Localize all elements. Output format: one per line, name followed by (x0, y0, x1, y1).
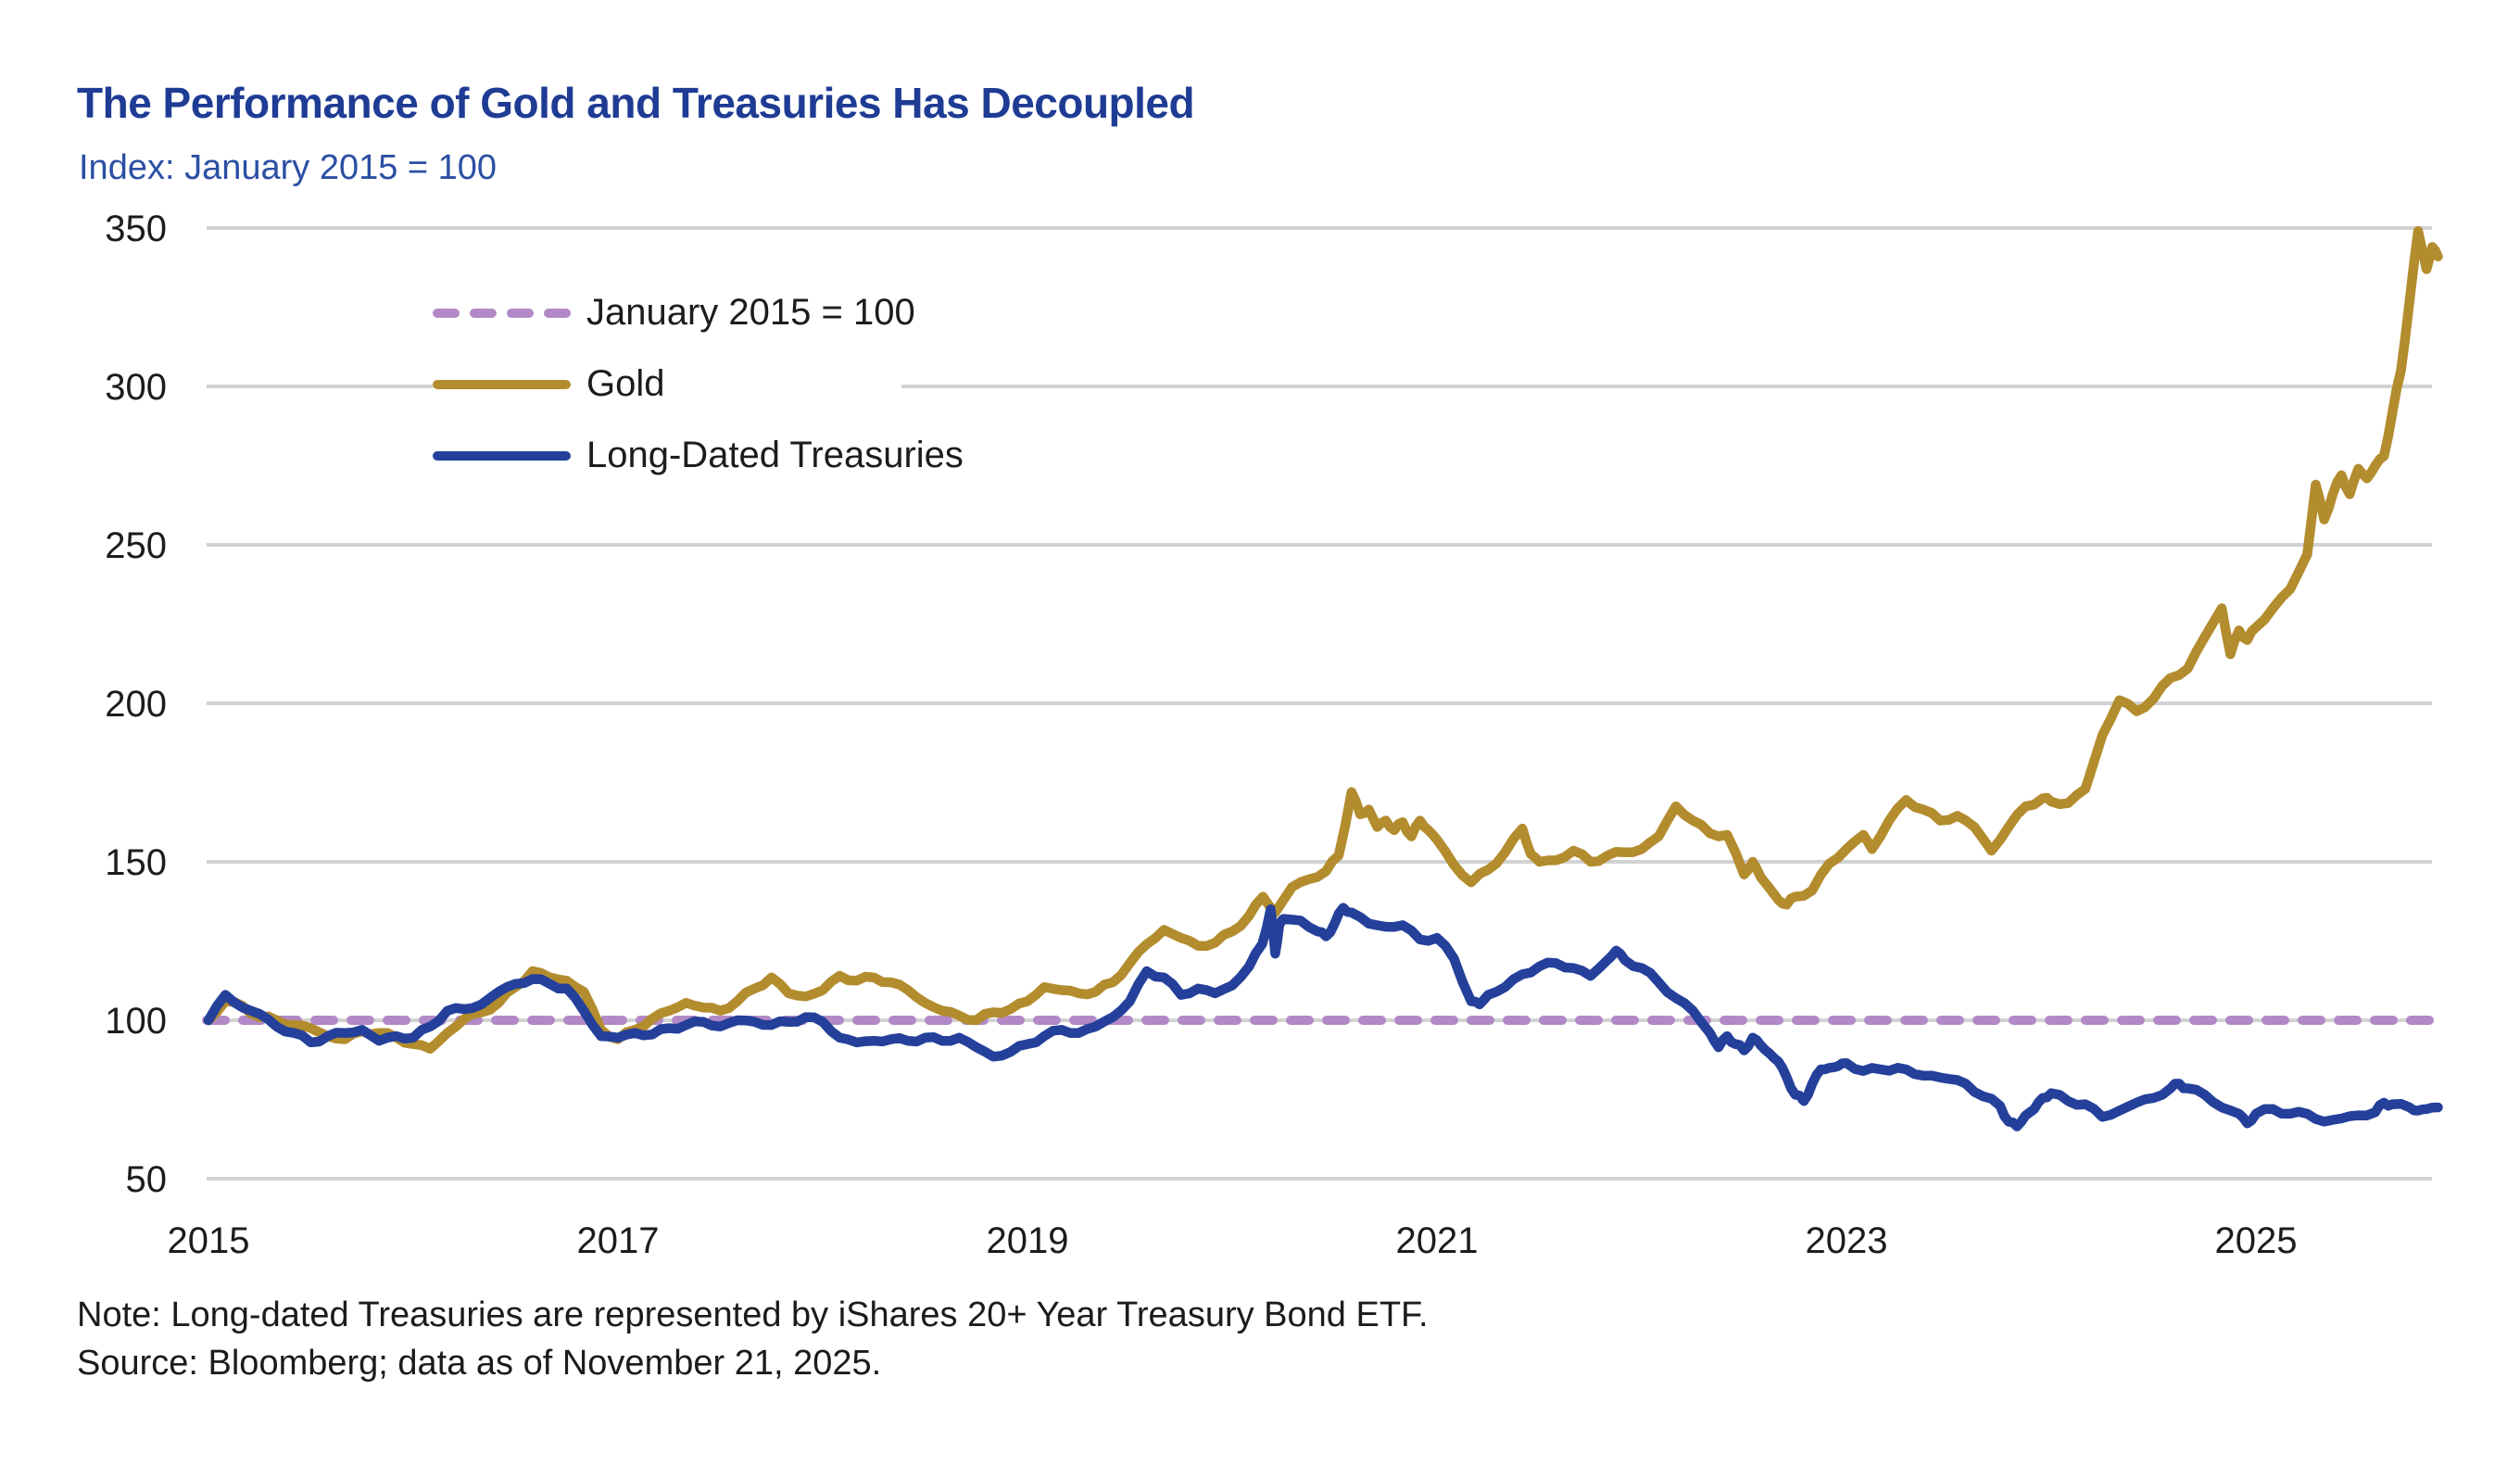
chart-note: Note: Long-dated Treasuries are represen… (77, 1295, 1429, 1334)
legend-label-baseline: January 2015 = 100 (586, 292, 915, 333)
chart-title: The Performance of Gold and Treasuries H… (77, 79, 1195, 127)
chart-source: Source: Bloomberg; data as of November 2… (77, 1344, 882, 1383)
baseline-dashed-swatch (433, 308, 571, 318)
legend-item-baseline: January 2015 = 100 (433, 292, 915, 333)
treasuries-line-swatch (433, 450, 571, 461)
series-line-long-dated-treasuries (203, 903, 2443, 1131)
y-tick-label-350: 350 (105, 209, 167, 249)
x-tick-label-2023: 2023 (1806, 1220, 1888, 1261)
x-tick-label-2025: 2025 (2215, 1220, 2298, 1261)
x-tick-label-2017: 2017 (577, 1220, 660, 1261)
gold-line-swatch (433, 379, 571, 389)
legend-item-treasuries: Long-Dated Treasuries (433, 435, 964, 475)
y-tick-label-150: 150 (105, 842, 167, 883)
y-tick-label-300: 300 (105, 367, 167, 408)
x-tick-label-2019: 2019 (987, 1220, 1069, 1261)
legend-label-treasuries: Long-Dated Treasuries (586, 435, 964, 475)
y-tick-label-250: 250 (105, 525, 167, 566)
y-tick-label-200: 200 (105, 684, 167, 725)
chart-subtitle: Index: January 2015 = 100 (79, 148, 498, 187)
y-tick-label-100: 100 (105, 1001, 167, 1042)
legend-item-gold: Gold (433, 363, 901, 404)
x-tick-label-2015: 2015 (168, 1220, 250, 1261)
chart-legend: January 2015 = 100 Gold Long-Dated Treas… (433, 278, 964, 475)
y-tick-label-50: 50 (126, 1159, 168, 1200)
legend-label-gold: Gold (586, 363, 665, 404)
x-tick-label-2021: 2021 (1396, 1220, 1479, 1261)
series-line-gold (203, 226, 2443, 1055)
